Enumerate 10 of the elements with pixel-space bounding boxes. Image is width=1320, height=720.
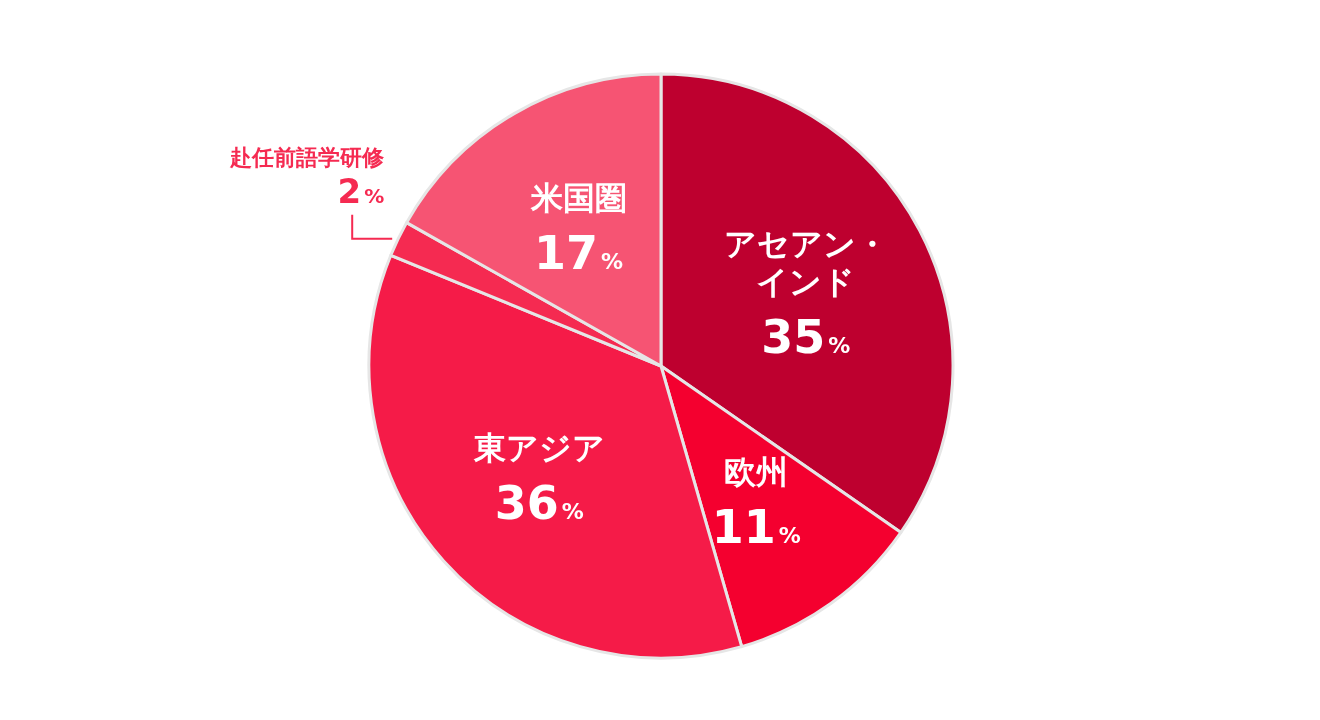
slice-label: 米国圏 [529, 178, 627, 217]
data-label: 36% [494, 476, 584, 531]
data-label: 17% [533, 225, 624, 280]
data-label: 35% [761, 310, 851, 365]
data-label: 2% [337, 170, 385, 211]
data-label: 11% [711, 499, 801, 554]
slice-label: 欧州 [724, 452, 789, 491]
slice-label: 東アジア [472, 429, 605, 468]
slice-label: 赴任前語学研修 [229, 144, 386, 170]
slice-label: アセアン・インド [723, 225, 888, 302]
